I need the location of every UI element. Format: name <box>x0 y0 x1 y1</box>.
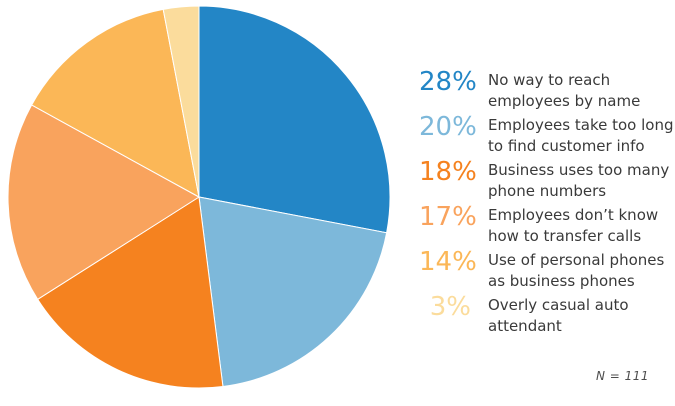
legend-label: No way to reach employees by name <box>488 70 640 112</box>
legend-label: Business uses too many phone numbers <box>488 160 669 202</box>
legend-label-line: as business phones <box>488 272 635 290</box>
legend-row: 28% No way to reach employees by name <box>419 67 673 112</box>
legend-percent: 20% <box>419 112 477 142</box>
legend-label: Use of personal phones as business phones <box>488 250 664 292</box>
legend-label-line: No way to reach <box>488 71 611 89</box>
legend: 28% No way to reach employees by name 20%… <box>419 67 673 340</box>
pie-slice-4 <box>7 104 200 301</box>
legend-label-line: Business uses too many <box>488 161 670 179</box>
legend-label: Overly casual auto attendant <box>488 295 629 337</box>
legend-label-line: attendant <box>488 317 562 335</box>
legend-row: 17% Employees don’t know how to transfer … <box>419 202 673 247</box>
pie-chart <box>7 5 391 389</box>
legend-label-line: to find customer info <box>488 137 645 155</box>
legend-percent: 18% <box>419 157 477 187</box>
legend-percent: 14% <box>419 247 477 277</box>
legend-percent: 3% <box>429 292 471 322</box>
legend-label-line: how to transfer calls <box>488 227 642 245</box>
legend-label-line: Overly casual auto <box>488 296 629 314</box>
legend-row: 3% Overly casual auto attendant <box>419 292 673 337</box>
pie-slice-2 <box>198 196 388 388</box>
legend-label-line: Use of personal phones <box>488 251 665 269</box>
legend-label-line: phone numbers <box>488 182 607 200</box>
pie-slice-3 <box>37 196 224 389</box>
legend-percent: 28% <box>419 67 477 97</box>
pie-slice-6 <box>162 5 200 198</box>
legend-row: 14% Use of personal phones as business ph… <box>419 247 673 292</box>
legend-label-line: employees by name <box>488 92 641 110</box>
legend-label-line: Employees don’t know <box>488 206 659 224</box>
legend-row: 20% Employees take too long to find custo… <box>419 112 673 157</box>
sample-size-note: N = 111 <box>596 369 650 383</box>
legend-percent: 17% <box>419 202 477 232</box>
legend-row: 18% Business uses too many phone numbers <box>419 157 673 202</box>
legend-label: Employees take too long to find customer … <box>488 115 673 157</box>
legend-label-line: Employees take too long <box>488 116 674 134</box>
legend-label: Employees don’t know how to transfer call… <box>488 205 658 247</box>
pie-slice-1 <box>198 5 391 234</box>
pie-slice-5 <box>30 8 200 198</box>
